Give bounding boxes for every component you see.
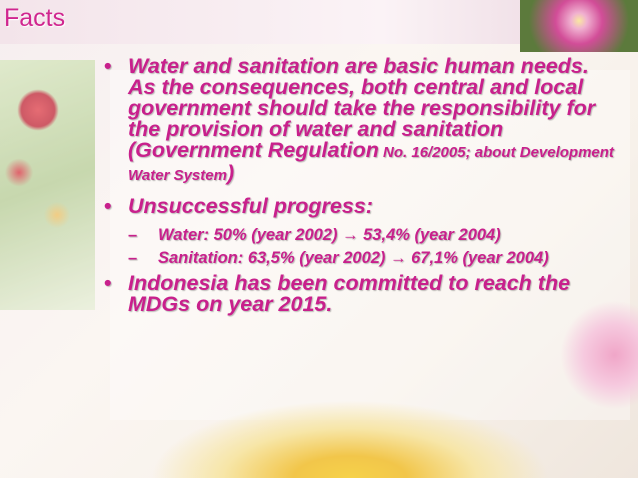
sub-bullet: Water: 50% (year 2002) → 53,4% (year 200…: [100, 227, 620, 245]
bullet-text: ): [226, 161, 235, 185]
bullet-text: Indonesia has been committed to reach th…: [128, 271, 571, 316]
content: Water and sanitation are basic human nee…: [100, 54, 620, 325]
flower-top-right: [520, 0, 638, 52]
bullet: Indonesia has been committed to reach th…: [100, 271, 620, 316]
bullet-text: Water and sanitation are basic human nee…: [128, 54, 596, 162]
bullet: Unsuccessful progress:: [100, 194, 620, 218]
berries-left: [0, 60, 95, 310]
flower-right: [560, 300, 638, 410]
sub-bullet: Sanitation: 63,5% (year 2002) → 67,1% (y…: [100, 250, 620, 268]
flower-bottom: [150, 400, 550, 478]
bullet-text: No. 16/2005; about Development Water Sys…: [128, 144, 614, 184]
bullet: Water and sanitation are basic human nee…: [100, 54, 620, 186]
slide-title: Facts: [4, 4, 66, 32]
bullet-text: Unsuccessful progress:: [128, 194, 373, 218]
